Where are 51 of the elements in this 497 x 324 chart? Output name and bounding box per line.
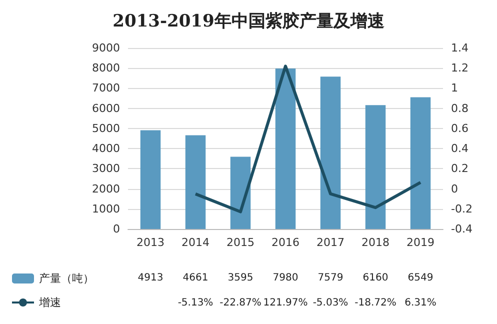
- y-tick-label: 7000: [92, 82, 120, 95]
- data-label: 6549: [408, 272, 434, 284]
- data-label: 7579: [318, 272, 344, 284]
- y-tick-label: 3000: [92, 162, 120, 176]
- y-tick-label: 0: [113, 222, 120, 236]
- bar: [185, 135, 206, 229]
- y-tick-label: 2000: [92, 182, 120, 196]
- data-label: -22.87%: [220, 298, 262, 308]
- y-tick-label: 1000: [92, 202, 120, 216]
- y2-tick-label: 0.4: [451, 142, 468, 156]
- data-label: 7980: [272, 272, 298, 284]
- line-series: [194, 64, 422, 214]
- x-tick-label: 2013: [136, 236, 164, 249]
- data-label: 4913: [138, 272, 164, 284]
- y2-tick-label: 0.2: [451, 162, 468, 176]
- y-tick-label: 5000: [92, 122, 120, 135]
- x-tick-label: 2015: [226, 236, 254, 249]
- bar: [275, 68, 296, 229]
- bar: [140, 130, 161, 229]
- bar: [365, 105, 386, 229]
- y2-tick-label: 1.4: [451, 42, 468, 54]
- x-tick-label: 2018: [362, 236, 390, 249]
- data-label: 121.97%: [263, 298, 308, 308]
- y-tick-label: 6000: [92, 102, 120, 115]
- y-tick-label: 9000: [92, 42, 120, 54]
- legend-label: 产量（吨）: [39, 272, 94, 285]
- bar: [230, 156, 251, 229]
- data-label: -5.03%: [312, 298, 348, 308]
- x-tick-label: 2016: [272, 236, 300, 249]
- y2-tick-label: 0: [451, 182, 458, 196]
- y2-tick-label: 1.2: [451, 62, 468, 75]
- y-tick-label: 8000: [92, 62, 120, 75]
- legend-label: 增速: [38, 296, 61, 309]
- data-label: 4661: [182, 272, 208, 284]
- x-tick-label: 2019: [406, 236, 434, 249]
- x-tick-label: 2014: [182, 236, 210, 249]
- data-label: 6160: [362, 272, 388, 284]
- data-label: -5.13%: [178, 298, 214, 308]
- data-label: 3595: [228, 272, 254, 284]
- bar: [320, 76, 341, 229]
- bar: [410, 97, 431, 229]
- y2-tick-label: 0.6: [451, 122, 468, 135]
- x-tick-label: 2017: [316, 236, 344, 249]
- y2-tick-label: 0.8: [451, 102, 468, 115]
- y2-tick-label: -0.2: [451, 202, 472, 216]
- y-tick-label: 4000: [92, 142, 120, 156]
- data-label: -18.72%: [354, 298, 396, 308]
- data-label: 6.31%: [404, 298, 436, 308]
- y2-tick-label: 1: [451, 82, 458, 95]
- y2-tick-label: -0.4: [451, 222, 472, 236]
- chart-title: 2013-2019年中国紫胶产量及增速: [112, 12, 384, 32]
